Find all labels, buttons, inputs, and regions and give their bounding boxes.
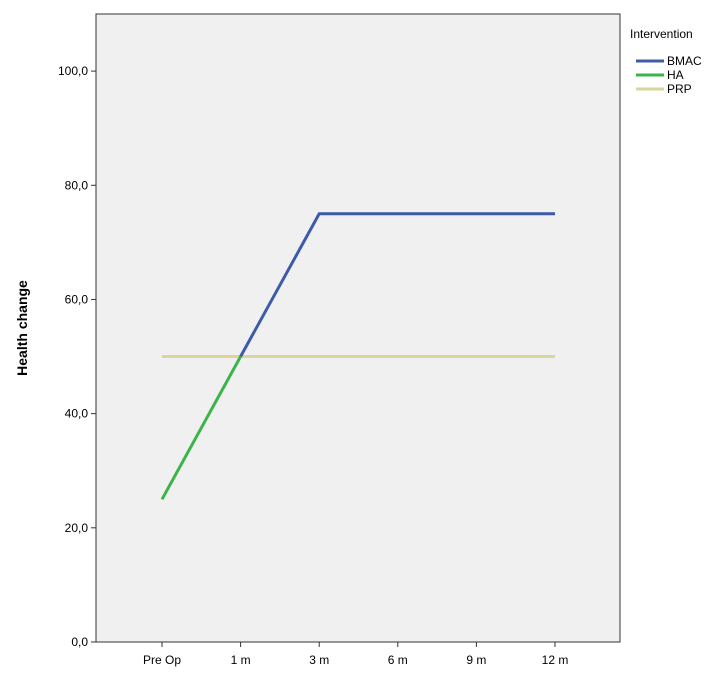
y-axis-title: Health change — [14, 280, 30, 376]
x-tick-label: 3 m — [309, 653, 329, 667]
y-tick-label: 0,0 — [71, 635, 88, 649]
x-tick-label: Pre Op — [143, 653, 181, 667]
series-layer — [160, 212, 555, 501]
x-tick-label: 9 m — [466, 653, 486, 667]
y-tick-label: 20,0 — [65, 521, 89, 535]
series-line-ha — [160, 355, 242, 501]
legend-label-bmac: BMAC — [667, 54, 702, 68]
x-axis: Pre Op 1 m 3 m 6 m 9 m 12 m — [143, 642, 568, 667]
legend-label-ha: HA — [667, 68, 684, 82]
legend-label-prp: PRP — [667, 82, 692, 96]
x-tick-label: 12 m — [542, 653, 569, 667]
x-tick-label: 1 m — [231, 653, 251, 667]
y-axis: 0,0 20,0 40,0 60,0 80,0 100,0 — [58, 64, 96, 649]
plot-area — [95, 13, 621, 643]
legend-title: Intervention — [630, 27, 693, 41]
y-tick-label: 100,0 — [58, 64, 88, 78]
y-tick-label: 60,0 — [65, 292, 89, 306]
y-tick-label: 40,0 — [65, 407, 89, 421]
series-line-bmac — [239, 212, 555, 358]
y-tick-label: 80,0 — [65, 178, 89, 192]
x-tick-label: 6 m — [388, 653, 408, 667]
